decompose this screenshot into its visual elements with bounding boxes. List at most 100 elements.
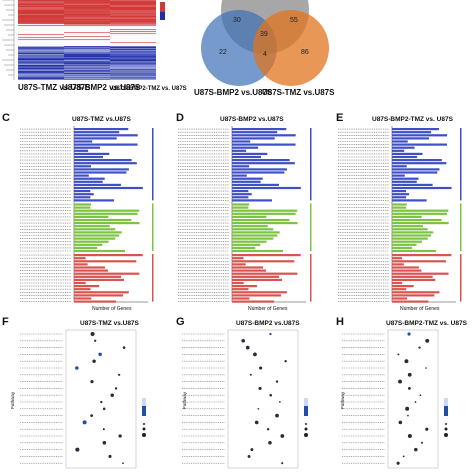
heatmap-cell bbox=[18, 0, 64, 2]
heatmap-cell bbox=[64, 41, 110, 43]
heatmap-cell bbox=[64, 3, 110, 5]
go-bar bbox=[392, 131, 432, 134]
go-bar bbox=[392, 171, 438, 174]
heatmap-cell bbox=[110, 66, 156, 68]
heatmap-cell bbox=[110, 64, 156, 66]
heatmap-cell bbox=[110, 10, 156, 12]
go-bar bbox=[232, 149, 247, 152]
kegg-bubble bbox=[102, 428, 105, 431]
kegg-bubble bbox=[408, 386, 411, 390]
heatmap-cell bbox=[18, 73, 64, 75]
go-bar bbox=[232, 222, 298, 225]
kegg-title-h: U87S-BMP2-TMZ vs. U87S bbox=[386, 320, 467, 327]
heatmap-cell bbox=[64, 12, 110, 14]
heatmap-cell bbox=[110, 12, 156, 14]
go-bar bbox=[74, 174, 89, 177]
kegg-bubble bbox=[241, 339, 245, 343]
heatmap-cell bbox=[110, 55, 156, 57]
go-xlabel-c: Number of Genes bbox=[92, 306, 132, 312]
heatmap-cell bbox=[64, 76, 110, 78]
heatmap-cell bbox=[64, 58, 110, 60]
heatmap-cell bbox=[64, 10, 110, 12]
go-bar bbox=[392, 212, 447, 215]
go-bar bbox=[232, 269, 267, 272]
go-bar bbox=[74, 199, 115, 202]
go-bar bbox=[74, 209, 140, 212]
go-bar bbox=[74, 297, 92, 300]
heatmap-cell bbox=[64, 51, 110, 53]
heatmap-cell bbox=[110, 37, 156, 39]
venn-circle-blue bbox=[201, 10, 277, 86]
heatmap-cell bbox=[64, 75, 110, 77]
kegg-bubble bbox=[102, 407, 106, 411]
kegg-bubble bbox=[259, 366, 263, 370]
heatmap-cell bbox=[18, 9, 64, 11]
kegg-bubble bbox=[407, 414, 409, 417]
go-bar bbox=[232, 275, 280, 278]
heatmap-cell bbox=[64, 54, 110, 56]
panel-label-c: C bbox=[2, 112, 10, 124]
heatmap-cell bbox=[18, 58, 64, 60]
kegg-bubble bbox=[75, 447, 80, 452]
go-bar bbox=[232, 183, 279, 186]
kegg-bubble bbox=[122, 462, 125, 465]
go-bar bbox=[74, 180, 103, 183]
kegg-bubble bbox=[268, 441, 272, 445]
go-category-bracket bbox=[152, 203, 154, 251]
go-bar bbox=[392, 203, 407, 206]
kegg-chart-g bbox=[182, 329, 308, 469]
heatmap-cell bbox=[64, 52, 110, 54]
heatmap-cell bbox=[64, 71, 110, 73]
go-bar bbox=[74, 134, 138, 137]
go-bar bbox=[232, 266, 263, 269]
go-bar bbox=[232, 263, 246, 266]
kegg-bubble bbox=[247, 454, 251, 458]
heatmap-cell bbox=[110, 67, 156, 69]
heatmap-cell bbox=[18, 15, 64, 17]
heatmap-cell bbox=[110, 38, 156, 40]
heatmap-cell bbox=[64, 59, 110, 61]
kegg-bubble bbox=[275, 380, 279, 383]
heatmap-cell bbox=[18, 13, 64, 15]
kegg-bubble bbox=[407, 332, 411, 336]
heatmap-cell bbox=[18, 63, 64, 65]
go-bar bbox=[232, 168, 287, 171]
kegg-bubble bbox=[108, 454, 112, 458]
heatmap-cell bbox=[110, 53, 156, 55]
heatmap-cell bbox=[64, 30, 110, 32]
kegg-bubble bbox=[118, 373, 121, 376]
go-bar bbox=[74, 291, 129, 294]
heatmap-cell bbox=[18, 56, 64, 58]
go-bar bbox=[74, 206, 91, 209]
go-bar bbox=[74, 228, 116, 231]
go-bar bbox=[74, 159, 132, 162]
go-bar bbox=[232, 294, 282, 297]
heatmap-cell bbox=[64, 38, 110, 40]
go-bar bbox=[232, 140, 251, 143]
go-bar bbox=[232, 177, 263, 180]
go-bar bbox=[74, 231, 122, 234]
heatmap-cell bbox=[18, 39, 64, 41]
heatmap-cell bbox=[64, 65, 110, 67]
go-bar bbox=[392, 146, 415, 149]
go-bar bbox=[232, 131, 278, 134]
heatmap-cell bbox=[110, 30, 156, 32]
heatmap-cell bbox=[64, 27, 110, 29]
heatmap-cell bbox=[64, 57, 110, 59]
panel-label-f: F bbox=[2, 316, 9, 328]
go-bar bbox=[232, 137, 275, 140]
go-bar bbox=[392, 149, 405, 152]
venn-count-4: 4 bbox=[263, 51, 267, 58]
heatmap-cell bbox=[110, 13, 156, 15]
heatmap-cell bbox=[64, 0, 110, 2]
go-bar bbox=[392, 246, 413, 249]
heatmap-dendrogram bbox=[2, 0, 15, 80]
kegg-bubble bbox=[245, 345, 250, 350]
heatmap-cell bbox=[110, 14, 156, 16]
kegg-bubble bbox=[250, 448, 254, 452]
go-bar bbox=[392, 168, 440, 171]
heatmap-cell bbox=[110, 3, 156, 5]
go-bar bbox=[232, 143, 296, 146]
go-bar bbox=[232, 237, 274, 240]
heatmap-cell bbox=[64, 47, 110, 49]
